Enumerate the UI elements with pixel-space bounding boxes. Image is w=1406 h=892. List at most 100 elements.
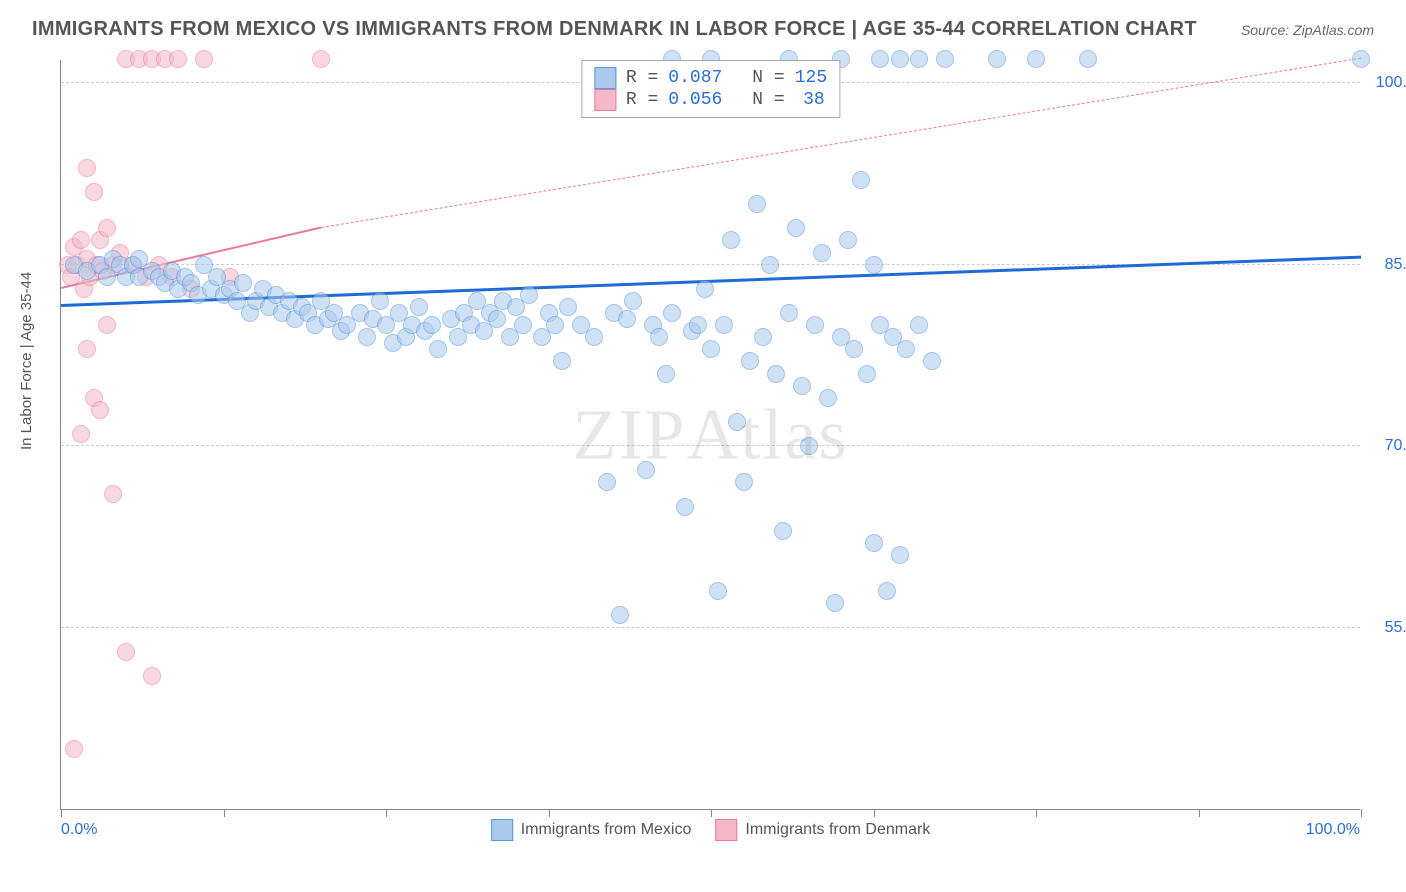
r-label: R = xyxy=(626,90,658,110)
data-point xyxy=(371,292,389,310)
r-value-denmark: 0.056 xyxy=(668,90,722,110)
trend-line xyxy=(321,58,1361,228)
data-point xyxy=(553,352,571,370)
x-tick xyxy=(1361,809,1362,817)
data-point xyxy=(618,310,636,328)
data-point xyxy=(637,461,655,479)
data-point xyxy=(585,328,603,346)
data-point xyxy=(488,310,506,328)
source-attribution: Source: ZipAtlas.com xyxy=(1241,22,1374,38)
data-point xyxy=(98,219,116,237)
data-point xyxy=(754,328,772,346)
data-point xyxy=(865,534,883,552)
legend-row-mexico: R = 0.087 N = 125 xyxy=(594,67,827,89)
data-point xyxy=(689,316,707,334)
r-label: R = xyxy=(626,68,658,88)
data-point xyxy=(72,231,90,249)
data-point xyxy=(410,298,428,316)
x-axis-min-label: 0.0% xyxy=(61,821,97,839)
data-point xyxy=(514,316,532,334)
data-point xyxy=(722,231,740,249)
y-tick-label: 55.0% xyxy=(1385,619,1406,637)
x-tick xyxy=(1036,809,1037,817)
data-point xyxy=(676,498,694,516)
data-point xyxy=(910,316,928,334)
data-point xyxy=(663,304,681,322)
x-tick xyxy=(386,809,387,817)
x-tick xyxy=(61,809,62,817)
data-point xyxy=(910,50,928,68)
r-value-mexico: 0.087 xyxy=(668,68,722,88)
data-point xyxy=(559,298,577,316)
data-point xyxy=(1079,50,1097,68)
gridline xyxy=(61,627,1360,628)
legend-label-denmark: Immigrants from Denmark xyxy=(745,821,930,839)
n-label: N = xyxy=(752,68,784,88)
x-tick xyxy=(1199,809,1200,817)
y-tick-label: 85.0% xyxy=(1385,256,1406,274)
data-point xyxy=(826,594,844,612)
swatch-mexico xyxy=(594,67,616,89)
swatch-mexico xyxy=(491,819,513,841)
legend-row-denmark: R = 0.056 N = 38 xyxy=(594,89,827,111)
data-point xyxy=(800,437,818,455)
data-point xyxy=(735,473,753,491)
data-point xyxy=(852,171,870,189)
swatch-denmark xyxy=(715,819,737,841)
data-point xyxy=(78,159,96,177)
data-point xyxy=(546,316,564,334)
data-point xyxy=(858,365,876,383)
data-point xyxy=(806,316,824,334)
n-label: N = xyxy=(752,90,784,110)
data-point xyxy=(761,256,779,274)
x-tick xyxy=(874,809,875,817)
data-point xyxy=(878,582,896,600)
data-point xyxy=(91,401,109,419)
data-point xyxy=(839,231,857,249)
data-point xyxy=(611,606,629,624)
gridline xyxy=(61,445,1360,446)
data-point xyxy=(741,352,759,370)
y-axis-title: In Labor Force | Age 35-44 xyxy=(18,272,35,450)
data-point xyxy=(897,340,915,358)
data-point xyxy=(988,50,1006,68)
watermark: ZIPAtlas xyxy=(573,393,849,476)
x-tick xyxy=(224,809,225,817)
data-point xyxy=(728,413,746,431)
data-point xyxy=(117,643,135,661)
legend-item-denmark: Immigrants from Denmark xyxy=(715,819,930,841)
data-point xyxy=(98,316,116,334)
data-point xyxy=(104,485,122,503)
chart-title: IMMIGRANTS FROM MEXICO VS IMMIGRANTS FRO… xyxy=(32,18,1374,41)
data-point xyxy=(358,328,376,346)
data-point xyxy=(787,219,805,237)
data-point xyxy=(923,352,941,370)
series-legend: Immigrants from Mexico Immigrants from D… xyxy=(491,819,931,841)
data-point xyxy=(819,389,837,407)
data-point xyxy=(423,316,441,334)
data-point xyxy=(624,292,642,310)
data-point xyxy=(78,340,96,358)
legend-item-mexico: Immigrants from Mexico xyxy=(491,819,692,841)
data-point xyxy=(85,183,103,201)
correlation-legend: R = 0.087 N = 125 R = 0.056 N = 38 xyxy=(581,60,840,118)
data-point xyxy=(748,195,766,213)
scatter-chart: R = 0.087 N = 125 R = 0.056 N = 38 ZIPAt… xyxy=(60,60,1360,810)
data-point xyxy=(774,522,792,540)
data-point xyxy=(195,50,213,68)
data-point xyxy=(865,256,883,274)
data-point xyxy=(891,546,909,564)
x-tick xyxy=(711,809,712,817)
data-point xyxy=(696,280,714,298)
n-value-denmark: 38 xyxy=(795,90,825,110)
data-point xyxy=(845,340,863,358)
data-point xyxy=(793,377,811,395)
data-point xyxy=(72,425,90,443)
data-point xyxy=(715,316,733,334)
data-point xyxy=(813,244,831,262)
y-tick-label: 100.0% xyxy=(1376,74,1406,92)
data-point xyxy=(709,582,727,600)
data-point xyxy=(767,365,785,383)
data-point xyxy=(657,365,675,383)
data-point xyxy=(936,50,954,68)
